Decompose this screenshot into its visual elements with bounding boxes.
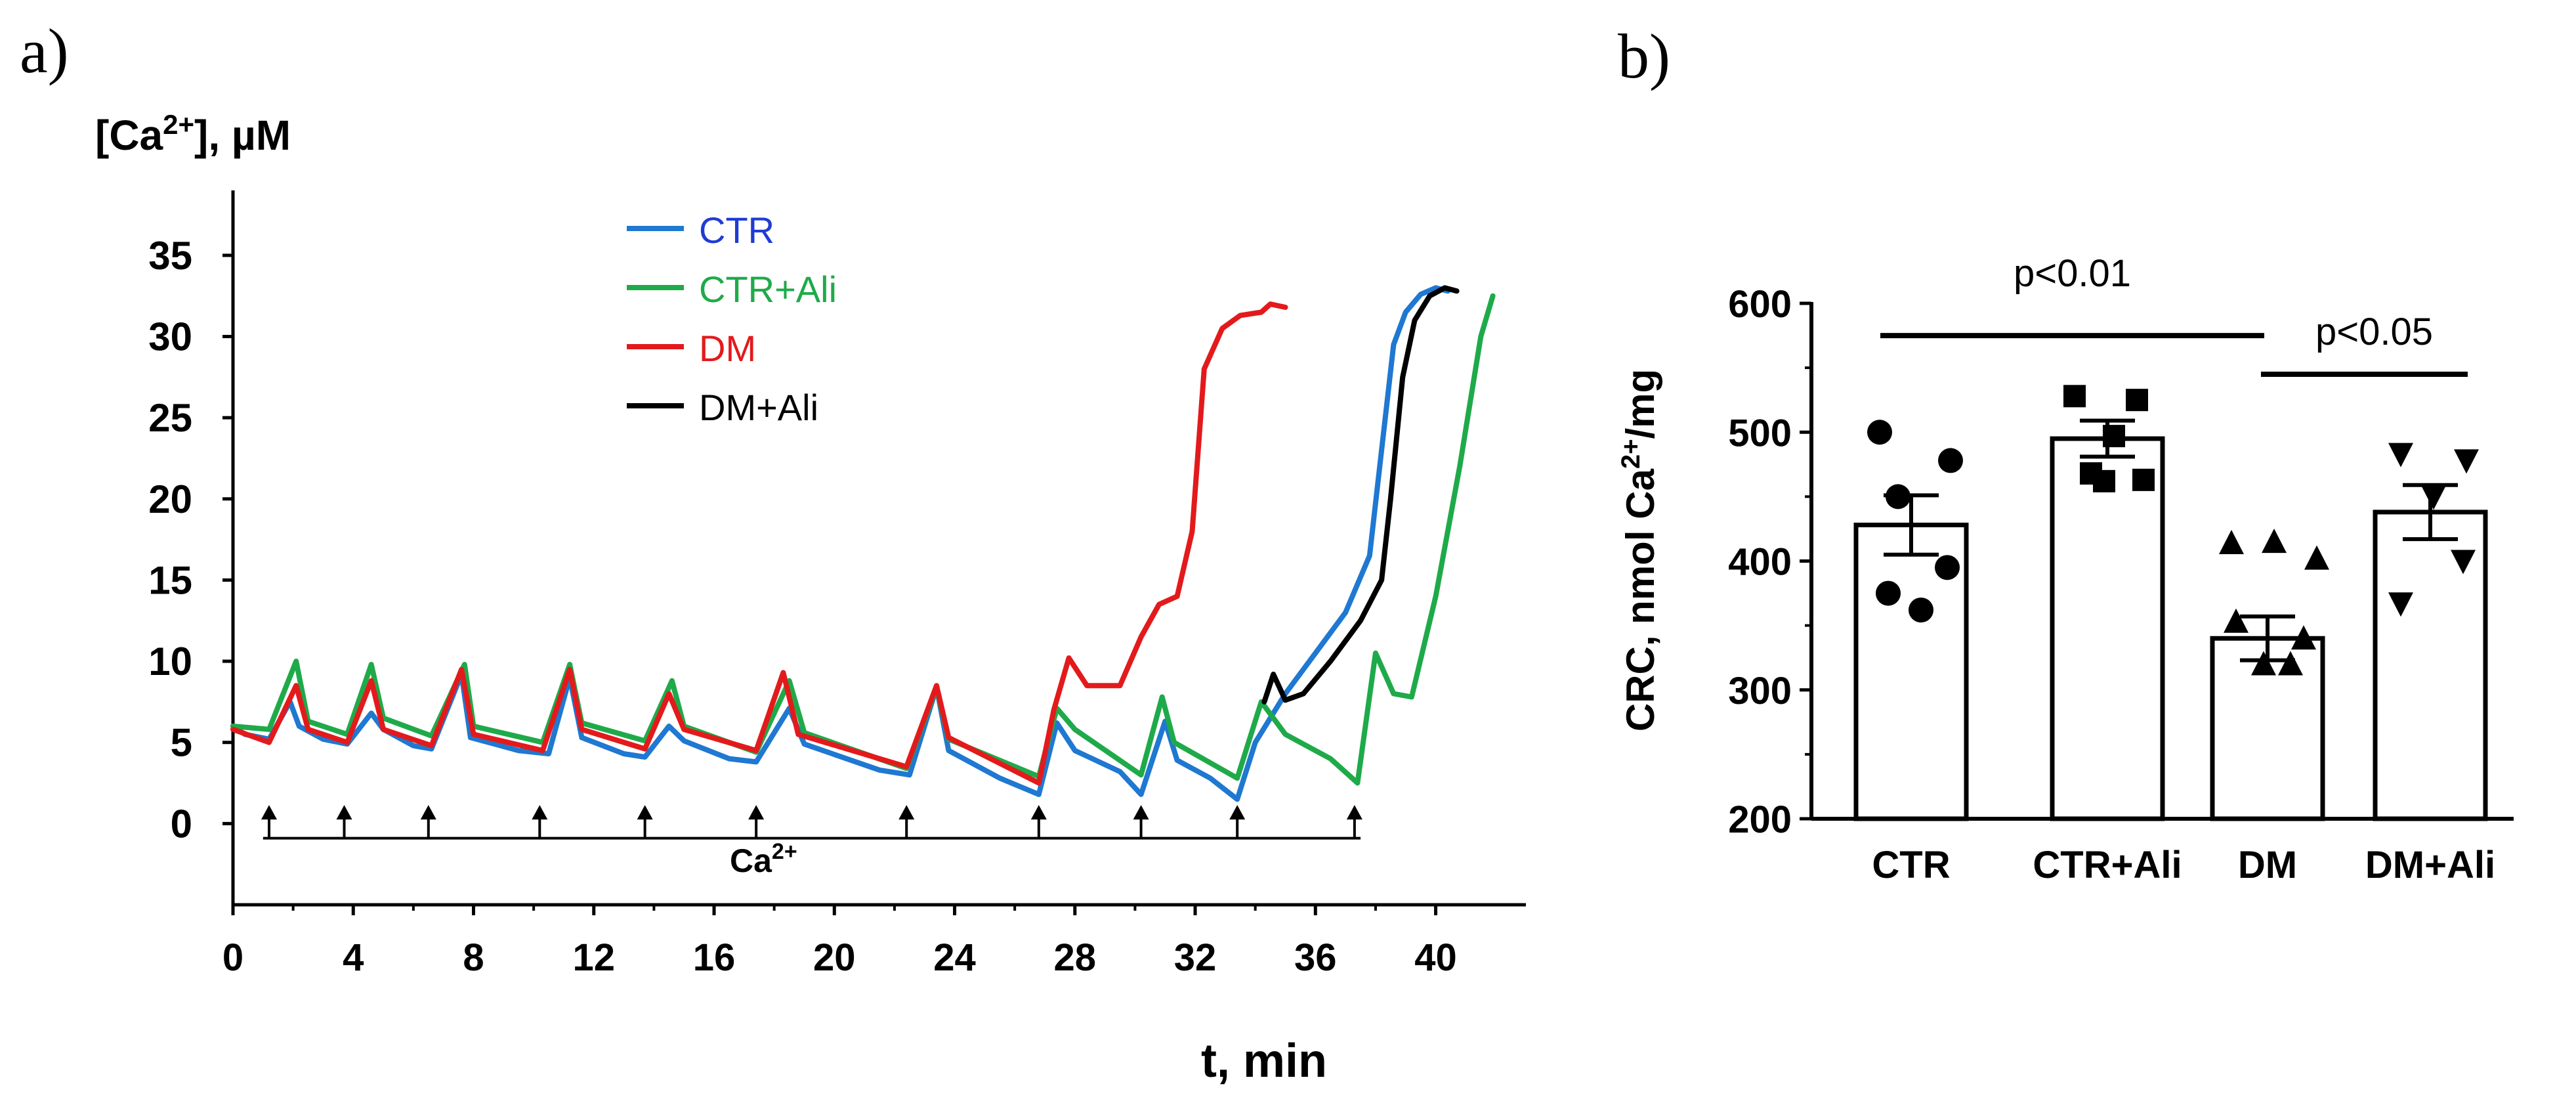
significance-label: p<0.05 [2315, 311, 2433, 353]
panel-a-x-tick-label: 12 [573, 936, 616, 979]
data-point-triangle-up [2224, 608, 2249, 633]
data-point-triangle-up [2278, 651, 2303, 676]
data-point-triangle-up [2251, 651, 2276, 676]
series-line-ctr-ali [230, 293, 1496, 786]
legend-entry-label: CTR [699, 209, 774, 251]
calcium-arrow-icon [637, 805, 653, 820]
panel-b-y-tick-label: 400 [1728, 541, 1792, 584]
data-point-triangle-down [2388, 592, 2413, 617]
calcium-arrow-icon [1030, 805, 1047, 820]
calcium-arrow-icon [898, 805, 915, 820]
panel-b-category-label: DM+Ali [2365, 844, 2495, 886]
data-point-circle [1867, 420, 1892, 445]
data-point-circle [1938, 448, 1963, 473]
bar-ctr-ali [2050, 436, 2165, 821]
panel-a-y-tick-label: 5 [171, 721, 192, 765]
calcium-arrow-icon [532, 805, 548, 820]
panel-b-y-tick-label: 500 [1728, 412, 1792, 454]
panel-b-bar-chart: b) CRC, nmol Ca2+/mg 200 300 400 500 600 CTR… [1616, 21, 2514, 886]
panel-a-x-tick-label: 32 [1174, 936, 1217, 979]
panel-a-x-tick-label: 24 [933, 936, 976, 979]
panel-b-y-tick-label: 200 [1728, 798, 1792, 841]
calcium-arrow-icon [748, 805, 765, 820]
panel-a-y-tick-label: 15 [148, 558, 192, 602]
calcium-arrow-icon [261, 805, 277, 820]
data-point-triangle-up [2291, 625, 2316, 650]
panel-a-x-tick-label: 40 [1414, 936, 1457, 979]
panel-b-y-axis-label: CRC, nmol Ca2+/mg [1616, 369, 1662, 731]
panel-a-line-chart: a) [Ca2+], µM 0 5 10 15 20 25 30 35 0 4 8 12 16 20 24 2… [20, 16, 1526, 1087]
panel-a-y-tick-label: 35 [148, 234, 192, 278]
series-line-dm-ali [1261, 285, 1460, 705]
data-point-circle [1909, 597, 1933, 623]
calcium-additions [261, 805, 1362, 840]
data-point-square [2103, 425, 2125, 448]
panel-a-y-tick-label: 0 [171, 802, 192, 846]
panel-b-category-label: CTR [1872, 844, 1950, 886]
panel-a-axes: 0 5 10 15 20 25 30 35 0 4 8 12 16 20 24 28 32 36 40 [148, 190, 1526, 979]
series-line-ctr [230, 285, 1450, 802]
calcium-label: Ca2+ [730, 839, 797, 879]
panel-a-y-tick-label: 20 [148, 477, 192, 521]
data-point-triangle-up [2219, 530, 2244, 555]
significance-label: p<0.01 [2014, 252, 2131, 295]
calcium-arrow-icon [336, 805, 352, 820]
data-point-circle [1886, 484, 1911, 510]
panel-b-bars: CTR CTR+Ali DM DM+Ali [1853, 385, 2495, 886]
data-point-circle [1876, 580, 1901, 606]
data-point-square [2132, 468, 2155, 491]
data-point-triangle-down [2454, 449, 2479, 474]
panel-a-x-tick-label: 4 [343, 936, 364, 979]
data-point-square [2126, 389, 2148, 412]
panel-a-label: a) [20, 16, 69, 86]
data-point-triangle-down [2451, 550, 2476, 575]
panel-a-x-axis-label: t, min [1201, 1035, 1327, 1087]
panel-a-x-tick-label: 16 [693, 936, 736, 979]
panel-a-y-axis-label: [Ca2+], µM [95, 109, 291, 159]
data-point-circle [1935, 555, 1960, 580]
data-point-triangle-up [2262, 529, 2287, 554]
panel-a-y-tick-label: 30 [148, 315, 192, 359]
data-point-square [2063, 385, 2086, 408]
panel-b-category-label: CTR+Ali [2033, 844, 2182, 886]
calcium-arrow-icon [1346, 805, 1362, 820]
data-point-triangle-down [2421, 485, 2446, 510]
legend-entry-label: DM [699, 328, 756, 369]
panel-b-y-tick-label: 600 [1728, 283, 1792, 326]
panel-b-y-tick-label: 300 [1728, 670, 1792, 712]
panel-b-significance: p<0.01 p<0.05 [1880, 252, 2468, 377]
calcium-arrow-icon [1133, 805, 1149, 820]
calcium-arrow-icon [420, 805, 436, 820]
panel-a-y-tick-label: 25 [148, 396, 192, 440]
panel-a-x-tick-label: 0 [222, 936, 243, 979]
panel-a-x-tick-label: 28 [1054, 936, 1097, 979]
panel-a-x-tick-label: 8 [463, 936, 484, 979]
panel-a-y-tick-label: 10 [148, 640, 192, 684]
panel-b-label: b) [1618, 21, 1670, 91]
data-point-triangle-down [2388, 443, 2413, 467]
panel-a-series-lines [230, 285, 1496, 802]
calcium-arrow-icon [1229, 805, 1246, 820]
panel-a-legend: CTR CTR+Ali DM DM+Ali [627, 209, 837, 428]
legend-entry-label: CTR+Ali [699, 269, 837, 310]
panel-b-category-label: DM [2238, 844, 2297, 886]
data-point-triangle-up [2304, 545, 2329, 570]
data-point-square [2093, 469, 2115, 492]
panel-a-x-tick-label: 20 [813, 936, 856, 979]
series-line-dm [230, 301, 1288, 786]
panel-a-x-tick-label: 36 [1294, 936, 1337, 979]
legend-entry-label: DM+Ali [699, 387, 818, 428]
